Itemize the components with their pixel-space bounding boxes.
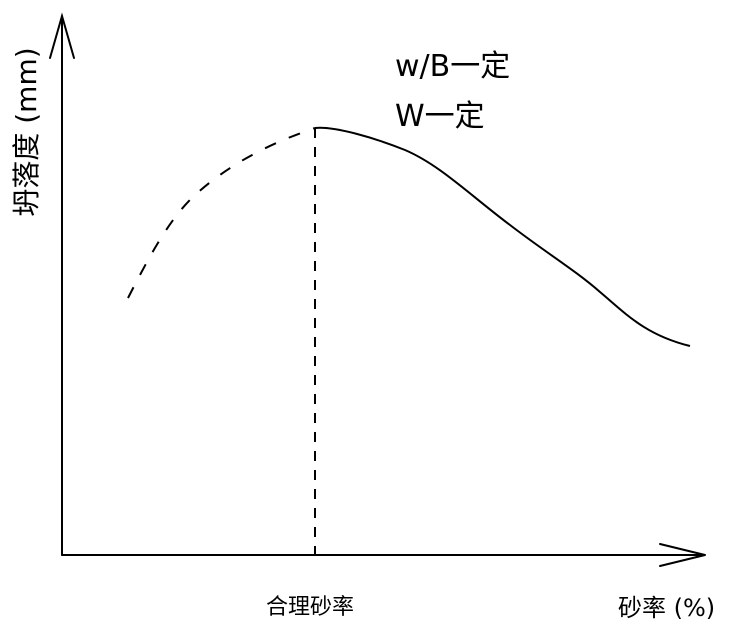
x-axis-label: 砂率 (%) bbox=[618, 594, 715, 622]
curve-falling-solid bbox=[314, 126, 691, 347]
y-axis-label: 坍落度 (mm) bbox=[10, 47, 43, 216]
y-axis-arrowhead bbox=[49, 12, 75, 59]
x-tick-label-optimum: 合理砂率 bbox=[266, 595, 354, 620]
annotation-wb-constant: w/B一定 bbox=[395, 49, 510, 84]
curve-rising-dashed bbox=[127, 127, 316, 299]
x-axis-arrowhead bbox=[659, 543, 706, 567]
annotation-w-constant: W一定 bbox=[395, 99, 485, 134]
